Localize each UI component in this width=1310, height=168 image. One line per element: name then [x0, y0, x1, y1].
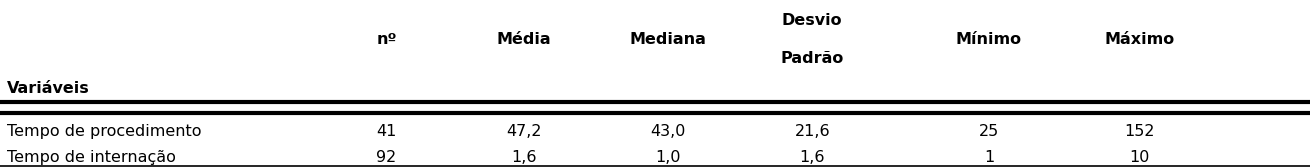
- Text: Tempo de procedimento: Tempo de procedimento: [7, 124, 200, 139]
- Text: Tempo de internação: Tempo de internação: [7, 150, 176, 165]
- Text: 1,6: 1,6: [511, 150, 537, 165]
- Text: Mediana: Mediana: [630, 32, 706, 47]
- Text: Máximo: Máximo: [1104, 32, 1175, 47]
- Text: Média: Média: [496, 32, 552, 47]
- Text: Variáveis: Variáveis: [7, 81, 89, 96]
- Text: nº: nº: [376, 32, 397, 47]
- Text: 41: 41: [376, 124, 397, 139]
- Text: Padrão: Padrão: [781, 51, 844, 66]
- Text: 21,6: 21,6: [794, 124, 831, 139]
- Text: 152: 152: [1124, 124, 1155, 139]
- Text: Mínimo: Mínimo: [956, 32, 1022, 47]
- Text: 47,2: 47,2: [506, 124, 542, 139]
- Text: 1: 1: [984, 150, 994, 165]
- Text: 25: 25: [979, 124, 1000, 139]
- Text: 92: 92: [376, 150, 397, 165]
- Text: Desvio: Desvio: [782, 13, 842, 28]
- Text: 1,0: 1,0: [655, 150, 681, 165]
- Text: 10: 10: [1129, 150, 1150, 165]
- Text: 43,0: 43,0: [650, 124, 686, 139]
- Text: 1,6: 1,6: [799, 150, 825, 165]
